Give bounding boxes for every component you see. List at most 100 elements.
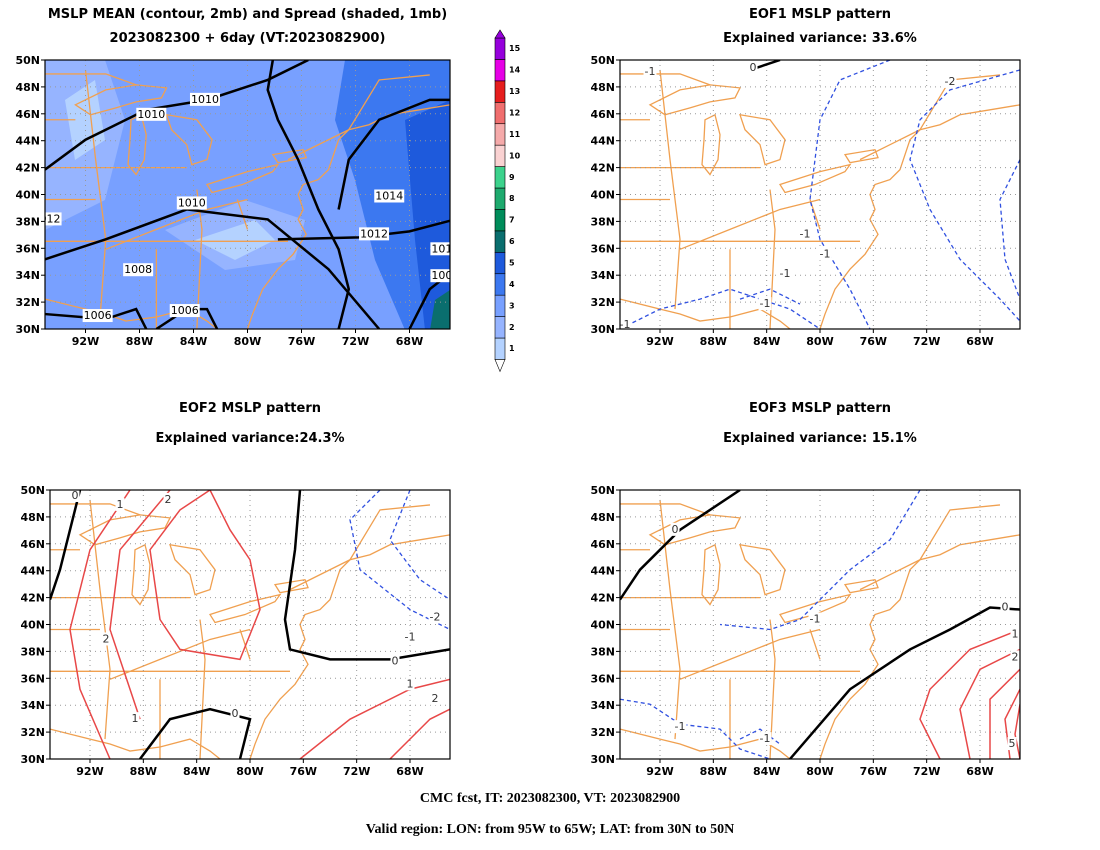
x-tick-label: 88W bbox=[130, 765, 157, 778]
y-tick-label: 38N bbox=[590, 645, 615, 658]
contour-label: -1 bbox=[620, 318, 631, 331]
contour-line bbox=[139, 707, 252, 759]
map-panel: MSLP MEAN (contour, 2mb) and Spread (sha… bbox=[15, 7, 452, 348]
contour-label-background bbox=[778, 267, 792, 281]
contour-label-background bbox=[430, 692, 440, 706]
contour-label-background bbox=[1000, 600, 1010, 614]
y-tick-label: 44N bbox=[590, 135, 615, 148]
x-tick-label: 80W bbox=[234, 335, 261, 348]
panel-subtitle: Explained variance:24.3% bbox=[155, 431, 344, 446]
panel-subtitle: Explained variance: 33.6% bbox=[723, 31, 917, 46]
x-tick-label: 92W bbox=[76, 765, 103, 778]
contour-label-background bbox=[189, 92, 220, 106]
y-tick-label: 34N bbox=[590, 269, 615, 282]
x-tick-label: 84W bbox=[180, 335, 207, 348]
contour-label-background bbox=[101, 632, 111, 646]
contour-label-background bbox=[230, 707, 240, 721]
contour-line bbox=[50, 490, 82, 600]
y-tick-label: 36N bbox=[590, 672, 615, 685]
contour-label-background bbox=[943, 74, 957, 88]
y-tick-label: 30N bbox=[20, 753, 45, 766]
contour-label: 1010 bbox=[191, 93, 219, 106]
contour-label: 1006 bbox=[84, 309, 112, 322]
contour-label-background bbox=[176, 196, 207, 210]
colorbar-label: 5 bbox=[509, 259, 515, 268]
contour-label: 1010 bbox=[137, 108, 165, 121]
contour-label: 1008 bbox=[124, 263, 152, 276]
contour-line bbox=[337, 98, 450, 210]
contour-label: 0 bbox=[1002, 601, 1009, 614]
colorbar-box bbox=[494, 59, 506, 82]
x-tick-label: 80W bbox=[806, 335, 833, 348]
contour-label-background bbox=[620, 318, 632, 329]
panel-subtitle: 2023082300 + 6day (VT:2023082900) bbox=[110, 31, 386, 46]
contour-label-background bbox=[359, 227, 390, 241]
y-tick-label: 42N bbox=[590, 162, 615, 175]
contour-label-background bbox=[70, 490, 80, 502]
x-tick-label: 84W bbox=[183, 765, 210, 778]
y-tick-label: 38N bbox=[15, 215, 40, 228]
contour-label-background bbox=[758, 732, 772, 746]
contour-label: -1 bbox=[800, 227, 811, 240]
colorbar-box bbox=[494, 209, 506, 232]
y-tick-label: 32N bbox=[20, 726, 45, 739]
contour-label: -1 bbox=[760, 732, 771, 745]
colorbar-box bbox=[494, 273, 506, 296]
colorbar-box bbox=[494, 294, 506, 317]
contour-label-background bbox=[403, 630, 417, 644]
x-tick-label: 68W bbox=[966, 765, 993, 778]
contour-line bbox=[909, 69, 1020, 322]
contour-label-background bbox=[390, 654, 400, 668]
x-tick-label: 84W bbox=[753, 335, 780, 348]
contour-label-background bbox=[1010, 650, 1020, 664]
y-tick-label: 30N bbox=[590, 753, 615, 766]
x-tick-label: 76W bbox=[290, 765, 317, 778]
y-tick-label: 34N bbox=[20, 699, 45, 712]
y-tick-label: 48N bbox=[590, 81, 615, 94]
x-tick-label: 68W bbox=[966, 335, 993, 348]
contour-label: 2 bbox=[165, 493, 172, 506]
contour-label: 012 bbox=[40, 212, 61, 225]
y-tick-label: 46N bbox=[20, 538, 45, 551]
contour-line bbox=[69, 490, 131, 759]
contour-label: -1 bbox=[760, 297, 771, 310]
panel-title: EOF1 MSLP pattern bbox=[749, 7, 891, 22]
y-tick-label: 34N bbox=[15, 269, 40, 282]
contour-label-background bbox=[798, 227, 812, 241]
colorbar-label: 12 bbox=[509, 109, 520, 118]
contour-label: -1 bbox=[820, 247, 831, 260]
y-tick-label: 50N bbox=[15, 54, 40, 67]
y-tick-label: 42N bbox=[590, 592, 615, 605]
y-tick-label: 36N bbox=[20, 672, 45, 685]
contour-label-background bbox=[1010, 627, 1020, 641]
contour-label-background bbox=[748, 60, 758, 74]
contour-label: -1 bbox=[810, 613, 821, 626]
contour-line bbox=[620, 490, 741, 601]
contour-line bbox=[919, 628, 1020, 759]
y-tick-label: 40N bbox=[15, 189, 40, 202]
panel-title: EOF3 MSLP pattern bbox=[749, 401, 891, 416]
contour-label: 100 bbox=[431, 269, 452, 282]
map-panel: EOF2 MSLP pattern Explained variance:24.3… bbox=[20, 401, 451, 778]
contour-line bbox=[109, 490, 171, 720]
contour-line bbox=[739, 288, 801, 305]
map-frame bbox=[619, 489, 1021, 760]
y-tick-label: 36N bbox=[590, 242, 615, 255]
y-tick-label: 46N bbox=[590, 538, 615, 551]
contour-label: -1 bbox=[780, 267, 791, 280]
colorbar-label: 8 bbox=[509, 194, 515, 203]
contour-label-background bbox=[430, 269, 450, 283]
x-tick-label: 72W bbox=[342, 335, 369, 348]
contour-line bbox=[349, 490, 450, 631]
contour-label-background bbox=[670, 522, 680, 536]
contour-label-background bbox=[82, 309, 113, 323]
contour-label: -2 bbox=[430, 611, 441, 624]
footer-text: Valid region: LON: from 95W to 65W; LAT:… bbox=[366, 822, 735, 837]
contour-label: 1010 bbox=[178, 196, 206, 209]
x-tick-label: 76W bbox=[860, 335, 887, 348]
y-tick-label: 46N bbox=[15, 108, 40, 121]
y-tick-label: 42N bbox=[15, 162, 40, 175]
contour-label-background bbox=[123, 263, 154, 277]
contour-line bbox=[959, 648, 1020, 759]
